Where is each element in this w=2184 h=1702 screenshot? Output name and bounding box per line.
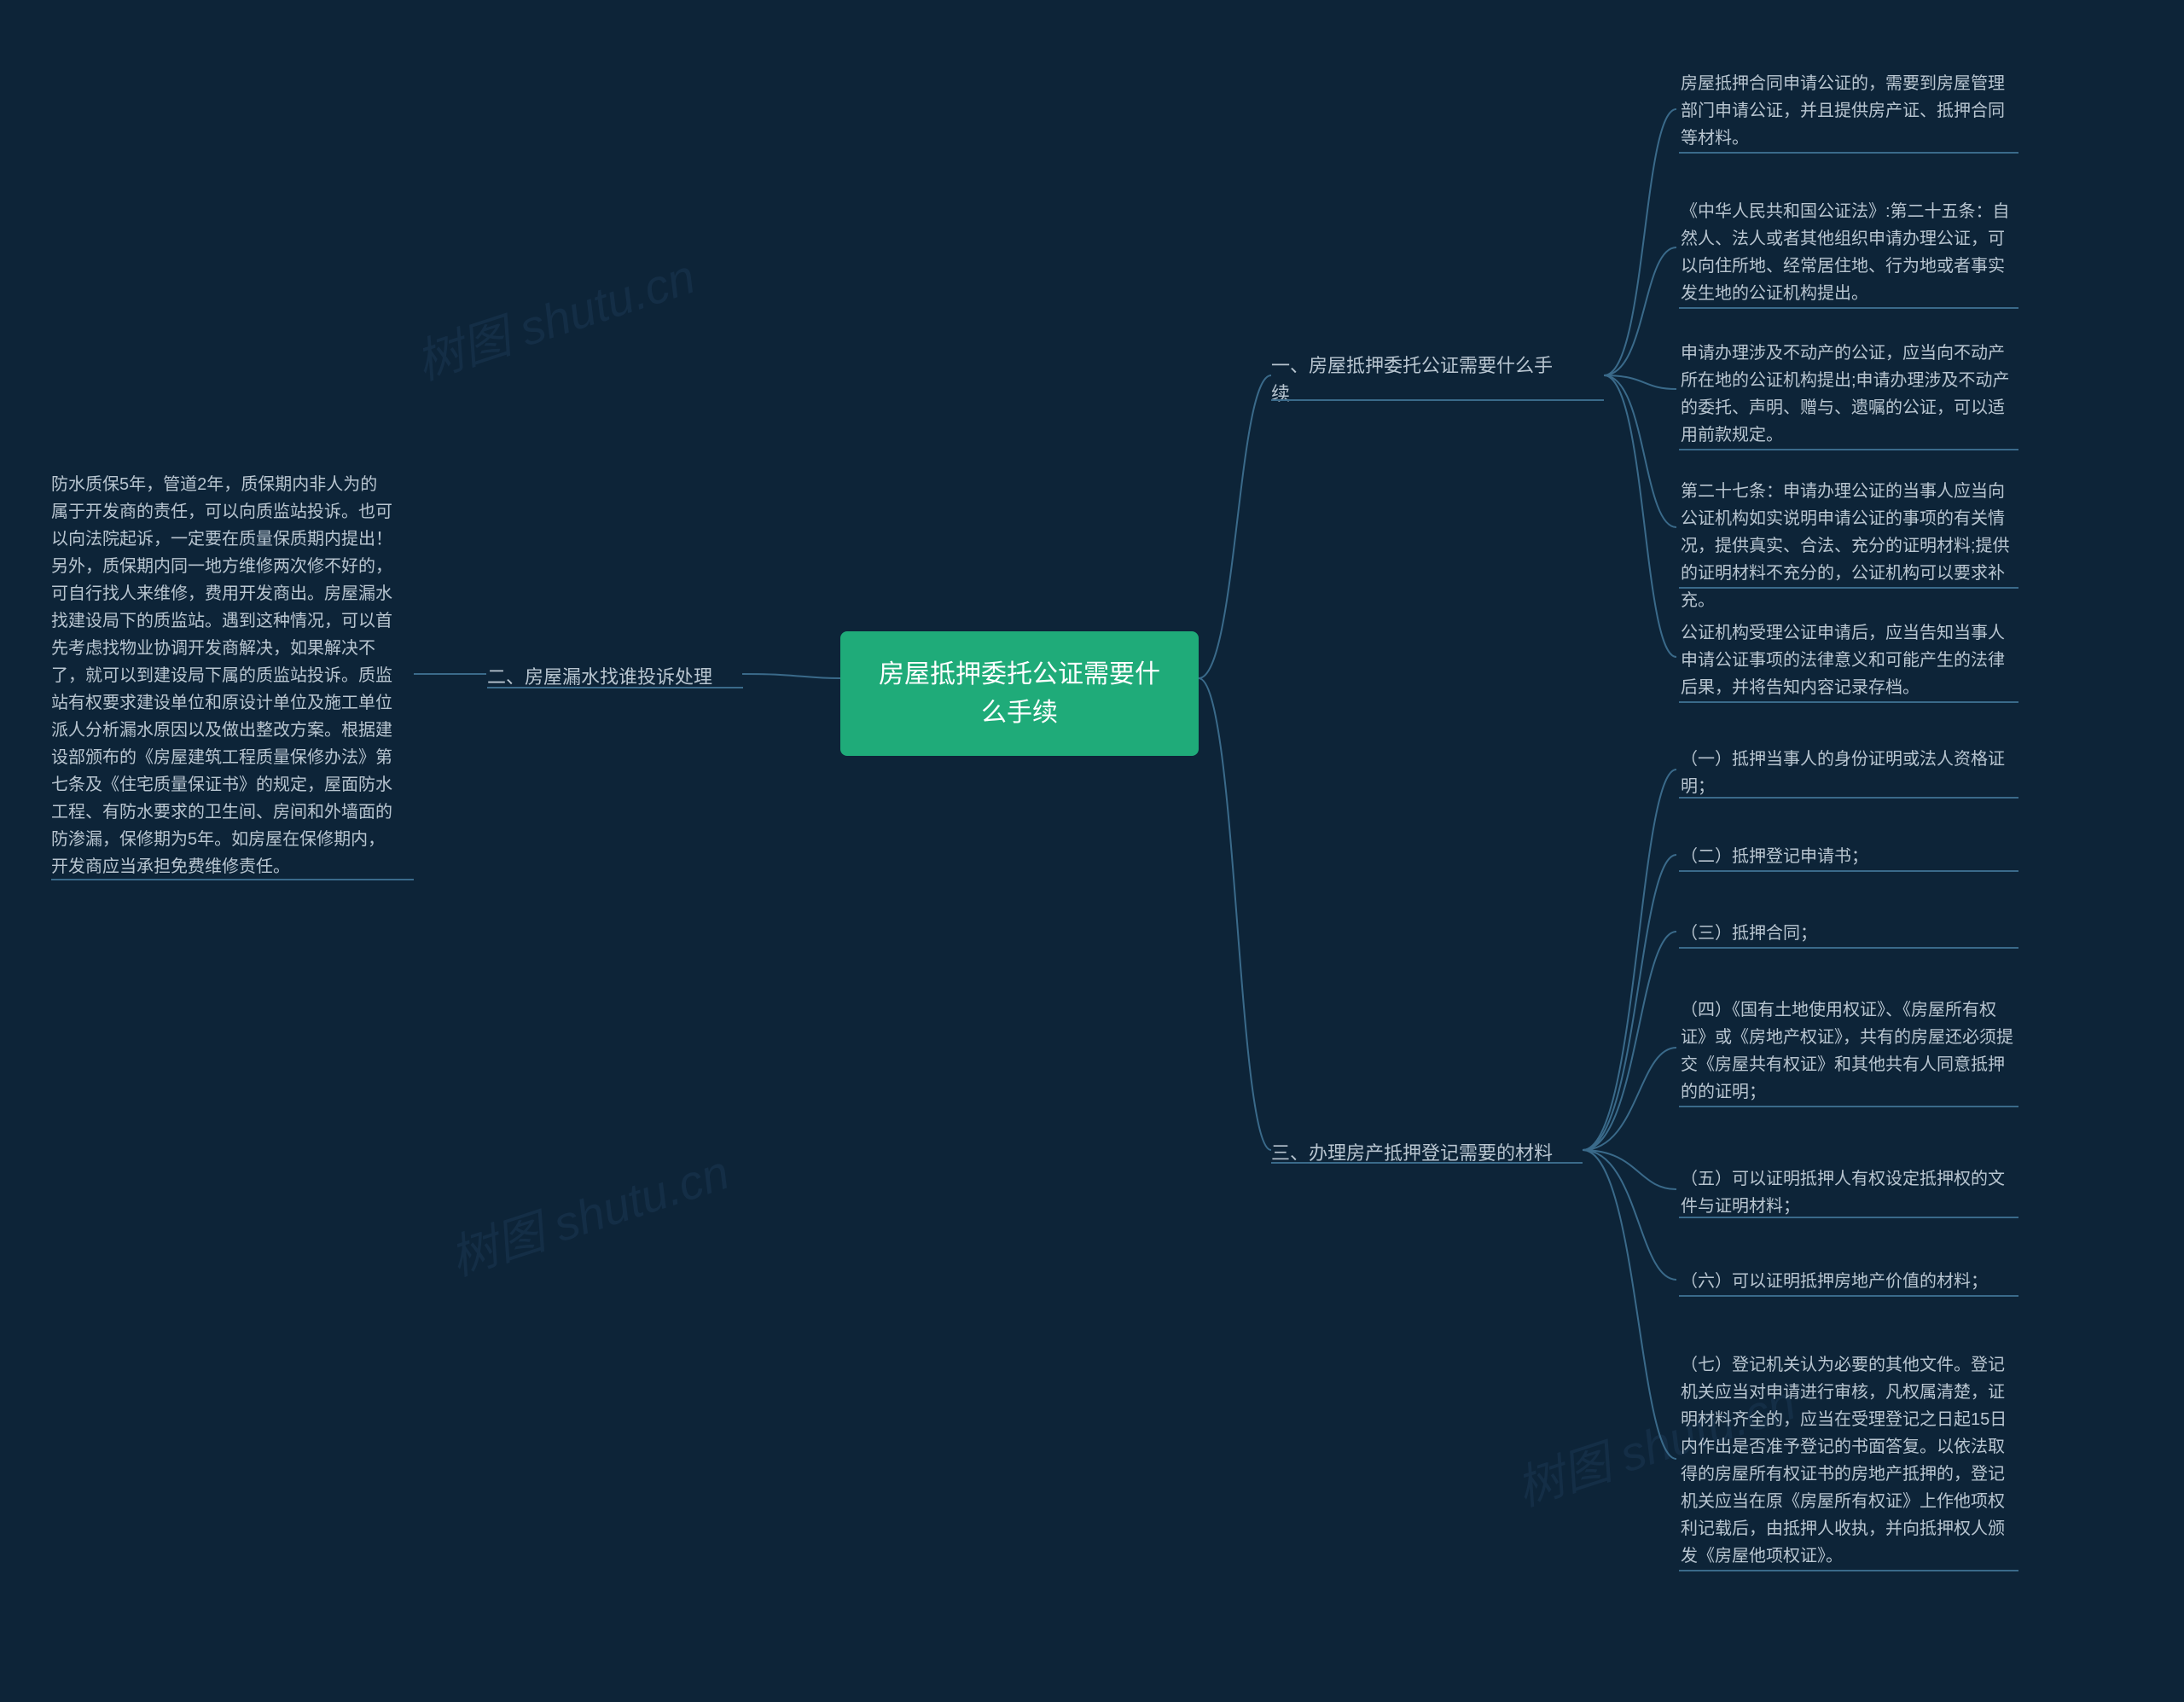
leaf-b1-2: 申请办理涉及不动产的公证，应当向不动产所在地的公证机构提出;申请办理涉及不动产的… xyxy=(1681,340,2020,449)
leaf-b3-5: （六）可以证明抵押房地产价值的材料； xyxy=(1681,1268,2020,1295)
watermark-2: 树图 shutu.cn xyxy=(440,1135,737,1290)
leaf-b3-3: （四）《国有土地使用权证》、《房屋所有权证》或《房地产权证》，共有的房屋还必须提… xyxy=(1681,996,2020,1106)
leaf-b1-3: 第二十七条：申请办理公证的当事人应当向公证机构如实说明申请公证的事项的有关情况，… xyxy=(1681,478,2020,614)
center-line1: 房屋抵押委托公证需要什 xyxy=(879,660,1160,688)
leaf-b3-2: （三）抵押合同； xyxy=(1681,920,2020,947)
leaf-b2-0: 防水质保5年，管道2年，质保期内非人为的属于开发商的责任，可以向质监站投诉。也可… xyxy=(51,471,392,880)
leaf-b1-1: 《中华人民共和国公证法》:第二十五条：自然人、法人或者其他组织申请办理公证，可以… xyxy=(1681,198,2020,307)
center-node[interactable]: 房屋抵押委托公证需要什 么手续 xyxy=(840,631,1199,756)
leaf-b1-0: 房屋抵押合同申请公证的，需要到房屋管理部门申请公证，并且提供房产证、抵押合同等材… xyxy=(1681,70,2020,152)
leaf-b1-4: 公证机构受理公证申请后，应当告知当事人申请公证事项的法律意义和可能产生的法律后果… xyxy=(1681,619,2020,701)
watermark-1: 树图 shutu.cn xyxy=(406,239,703,394)
leaf-b3-4: （五）可以证明抵押人有权设定抵押权的文件与证明材料； xyxy=(1681,1165,2020,1220)
leaf-b3-6: （七）登记机关认为必要的其他文件。登记机关应当对申请进行审核，凡权属清楚，证明材… xyxy=(1681,1351,2020,1570)
leaf-b3-0: （一）抵押当事人的身份证明或法人资格证明； xyxy=(1681,746,2020,800)
center-line2: 么手续 xyxy=(981,699,1058,727)
leaf-b3-1: （二）抵押登记申请书； xyxy=(1681,843,2020,870)
